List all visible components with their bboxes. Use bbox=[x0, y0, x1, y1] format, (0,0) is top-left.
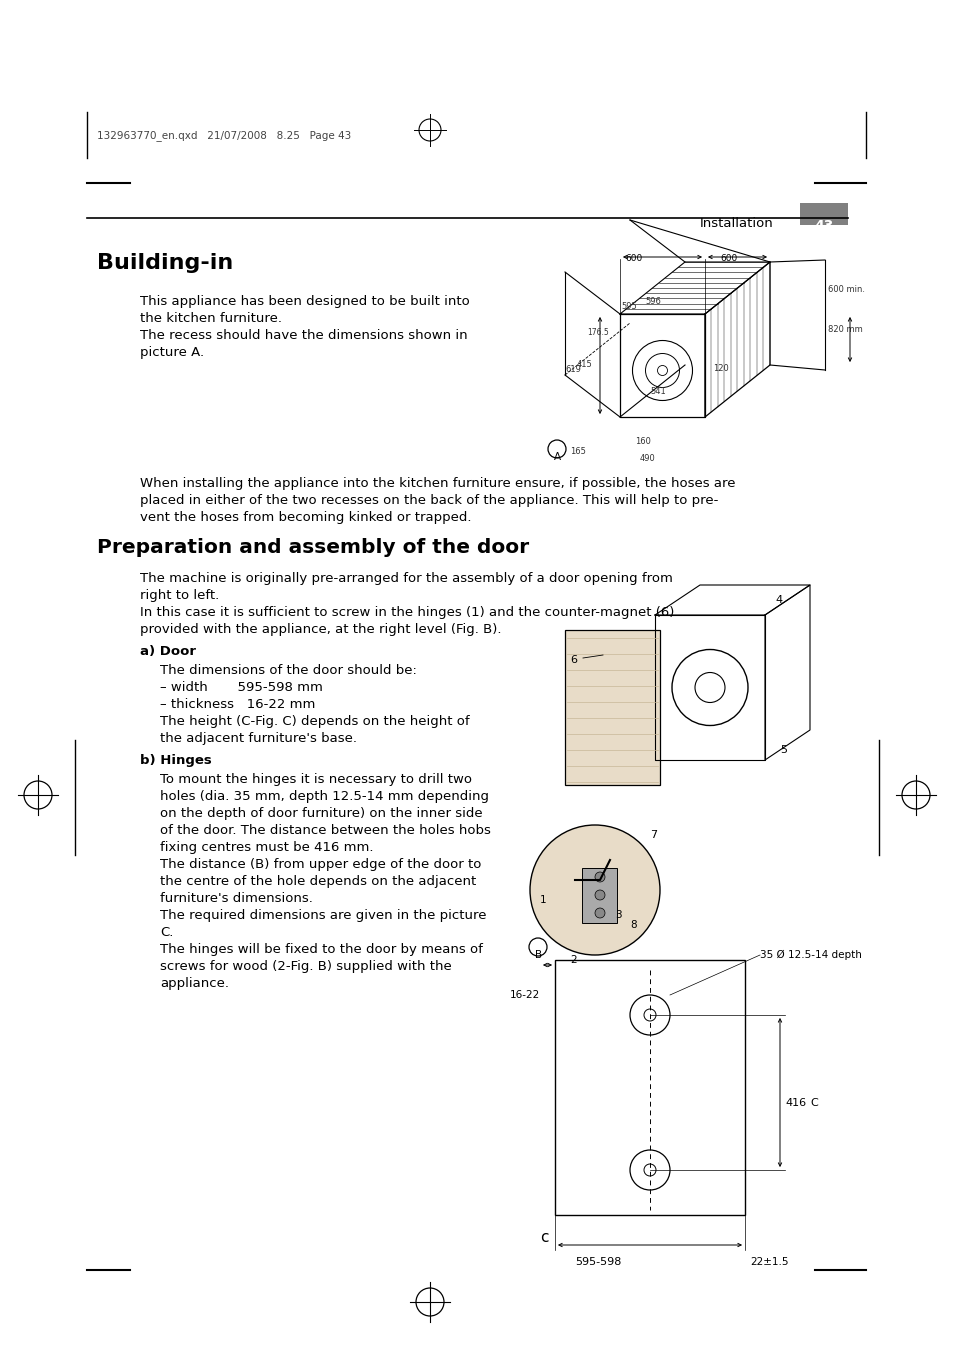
Text: 600 min.: 600 min. bbox=[827, 285, 864, 294]
FancyBboxPatch shape bbox=[582, 868, 617, 922]
Text: The dimensions of the door should be:: The dimensions of the door should be: bbox=[160, 664, 416, 676]
Text: To mount the hinges it is necessary to drill two: To mount the hinges it is necessary to d… bbox=[160, 774, 472, 786]
Text: furniture's dimensions.: furniture's dimensions. bbox=[160, 892, 313, 904]
Text: 600: 600 bbox=[720, 254, 737, 263]
Text: of the door. The distance between the holes hobs: of the door. The distance between the ho… bbox=[160, 824, 491, 837]
Text: holes (dia. 35 mm, depth 12.5-14 mm depending: holes (dia. 35 mm, depth 12.5-14 mm depe… bbox=[160, 790, 489, 803]
Text: right to left.: right to left. bbox=[140, 589, 219, 602]
Text: A: A bbox=[554, 452, 560, 462]
Text: 596: 596 bbox=[644, 297, 660, 306]
Text: the adjacent furniture's base.: the adjacent furniture's base. bbox=[160, 732, 356, 745]
Text: The recess should have the dimensions shown in: The recess should have the dimensions sh… bbox=[140, 329, 467, 342]
Text: 820 mm: 820 mm bbox=[827, 325, 862, 333]
Text: 541: 541 bbox=[649, 387, 665, 396]
Text: This appliance has been designed to be built into: This appliance has been designed to be b… bbox=[140, 296, 469, 308]
Text: 4: 4 bbox=[774, 595, 781, 605]
Text: fixing centres must be 416 mm.: fixing centres must be 416 mm. bbox=[160, 841, 374, 855]
Text: 22±1.5: 22±1.5 bbox=[749, 1257, 788, 1268]
Text: 160: 160 bbox=[635, 437, 650, 446]
Text: The height (C-Fig. C) depends on the height of: The height (C-Fig. C) depends on the hei… bbox=[160, 716, 469, 728]
Text: 8: 8 bbox=[629, 919, 636, 930]
Text: 415: 415 bbox=[577, 360, 592, 369]
FancyBboxPatch shape bbox=[800, 202, 847, 225]
Text: a) Door: a) Door bbox=[140, 645, 195, 657]
Text: placed in either of the two recesses on the back of the appliance. This will hel: placed in either of the two recesses on … bbox=[140, 494, 718, 508]
FancyBboxPatch shape bbox=[555, 960, 744, 1215]
Text: 132963770_en.qxd   21/07/2008   8.25   Page 43: 132963770_en.qxd 21/07/2008 8.25 Page 43 bbox=[97, 130, 351, 140]
Text: 595-598: 595-598 bbox=[575, 1257, 620, 1268]
Text: 416: 416 bbox=[784, 1098, 805, 1107]
Text: The required dimensions are given in the picture: The required dimensions are given in the… bbox=[160, 909, 486, 922]
Text: The machine is originally pre-arranged for the assembly of a door opening from: The machine is originally pre-arranged f… bbox=[140, 572, 672, 585]
Text: vent the hoses from becoming kinked or trapped.: vent the hoses from becoming kinked or t… bbox=[140, 512, 471, 524]
Text: In this case it is sufficient to screw in the hinges (1) and the counter-magnet : In this case it is sufficient to screw i… bbox=[140, 606, 674, 620]
Text: 165: 165 bbox=[569, 447, 585, 456]
Text: B: B bbox=[535, 950, 541, 960]
Text: 600: 600 bbox=[624, 254, 641, 263]
Text: – width       595-598 mm: – width 595-598 mm bbox=[160, 680, 322, 694]
Text: Building-in: Building-in bbox=[97, 252, 233, 273]
Text: 16-22: 16-22 bbox=[510, 990, 539, 1000]
Text: 490: 490 bbox=[639, 454, 655, 463]
Text: 595: 595 bbox=[620, 302, 636, 311]
Text: 1: 1 bbox=[539, 895, 546, 905]
Circle shape bbox=[530, 825, 659, 954]
Text: – thickness   16-22 mm: – thickness 16-22 mm bbox=[160, 698, 315, 711]
Text: 35 Ø 12.5-14 depth: 35 Ø 12.5-14 depth bbox=[760, 950, 861, 960]
Circle shape bbox=[595, 890, 604, 900]
Text: 176.5: 176.5 bbox=[586, 328, 608, 338]
Text: 619: 619 bbox=[564, 364, 580, 374]
Circle shape bbox=[595, 872, 604, 882]
Text: the kitchen furniture.: the kitchen furniture. bbox=[140, 312, 282, 325]
Text: 43: 43 bbox=[814, 219, 833, 234]
Text: b) Hinges: b) Hinges bbox=[140, 755, 212, 767]
Text: Installation: Installation bbox=[700, 217, 773, 230]
Text: 2: 2 bbox=[569, 954, 576, 965]
Text: screws for wood (2-Fig. B) supplied with the: screws for wood (2-Fig. B) supplied with… bbox=[160, 960, 452, 973]
Text: on the depth of door furniture) on the inner side: on the depth of door furniture) on the i… bbox=[160, 807, 482, 819]
Text: the centre of the hole depends on the adjacent: the centre of the hole depends on the ad… bbox=[160, 875, 476, 888]
Text: 6: 6 bbox=[569, 655, 577, 666]
Text: appliance.: appliance. bbox=[160, 977, 229, 990]
Text: picture A.: picture A. bbox=[140, 346, 204, 359]
Text: C: C bbox=[809, 1098, 817, 1107]
Text: Preparation and assembly of the door: Preparation and assembly of the door bbox=[97, 539, 529, 558]
Text: c: c bbox=[539, 1230, 548, 1245]
Text: 7: 7 bbox=[649, 830, 657, 840]
Text: C.: C. bbox=[160, 926, 173, 940]
Text: provided with the appliance, at the right level (Fig. B).: provided with the appliance, at the righ… bbox=[140, 622, 501, 636]
Text: The distance (B) from upper edge of the door to: The distance (B) from upper edge of the … bbox=[160, 859, 481, 871]
Text: 3: 3 bbox=[615, 910, 621, 919]
Text: The hinges will be fixed to the door by means of: The hinges will be fixed to the door by … bbox=[160, 944, 482, 956]
FancyBboxPatch shape bbox=[564, 630, 659, 784]
Text: 5: 5 bbox=[780, 745, 786, 755]
Circle shape bbox=[595, 909, 604, 918]
Text: When installing the appliance into the kitchen furniture ensure, if possible, th: When installing the appliance into the k… bbox=[140, 477, 735, 490]
Text: 120: 120 bbox=[712, 364, 728, 373]
